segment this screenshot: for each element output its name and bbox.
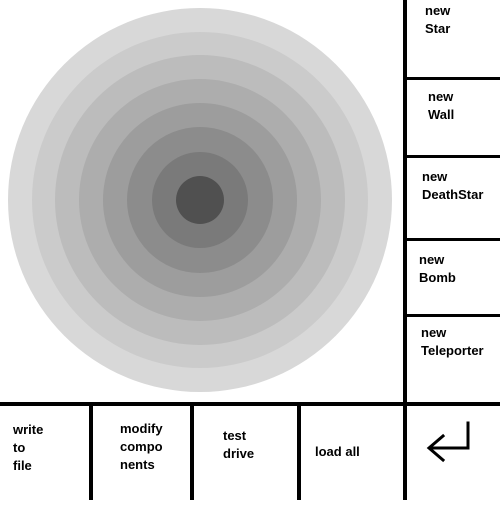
radial-star-graphic [8, 8, 392, 392]
enter-button[interactable] [407, 406, 500, 500]
sidebar-separator [403, 155, 500, 158]
modify-components-label-2: compo [120, 439, 163, 454]
new-deathstar-button[interactable]: new DeathStar [407, 158, 500, 238]
new-deathstar-label-2: DeathStar [422, 187, 484, 202]
new-wall-label-1: new [428, 89, 454, 104]
toolbar-separator [89, 402, 93, 500]
modify-components-button[interactable]: modify compo nents [93, 406, 190, 500]
new-bomb-button[interactable]: new Bomb [407, 241, 500, 314]
sidebar-separator [403, 238, 500, 241]
new-bomb-label-1: new [419, 252, 445, 267]
new-star-button[interactable]: new Star [407, 0, 500, 77]
toolbar-separator [297, 402, 301, 500]
new-wall-button[interactable]: new Wall [407, 80, 500, 155]
sidebar-separator [403, 77, 500, 80]
sidebar-separator [403, 314, 500, 317]
new-wall-label-2: Wall [428, 107, 455, 122]
new-bomb-label-2: Bomb [419, 270, 456, 285]
new-teleporter-label-1: new [421, 325, 447, 340]
write-to-file-label-3: file [13, 458, 32, 473]
toolbar-separator [190, 402, 194, 500]
write-to-file-label-2: to [13, 440, 26, 455]
test-drive-label-1: test [223, 428, 247, 443]
editor-canvas[interactable] [0, 0, 403, 403]
new-teleporter-label-2: Teleporter [421, 343, 484, 358]
new-star-label-1: new [425, 3, 451, 18]
load-all-button[interactable]: load all [301, 406, 403, 500]
new-deathstar-label-1: new [422, 169, 448, 184]
modify-components-label-3: nents [120, 457, 155, 472]
load-all-label: load all [315, 444, 360, 459]
new-teleporter-button[interactable]: new Teleporter [407, 317, 500, 402]
sidebar-divider [403, 0, 407, 500]
test-drive-button[interactable]: test drive [194, 406, 297, 500]
modify-components-label-1: modify [120, 421, 163, 436]
new-star-label-2: Star [425, 21, 451, 36]
toolbar-divider [0, 402, 500, 406]
return-arrow-icon [426, 421, 470, 463]
write-to-file-button[interactable]: write to file [0, 406, 89, 500]
write-to-file-label-1: write [13, 422, 44, 437]
ring-8 [176, 176, 224, 224]
test-drive-label-2: drive [223, 446, 255, 461]
